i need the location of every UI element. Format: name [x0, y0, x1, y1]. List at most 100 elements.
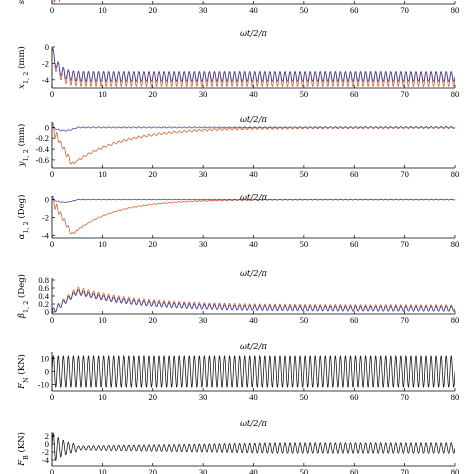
y-tick-label-FB: 0 [45, 439, 49, 449]
x-tick-label-x12: 80 [451, 89, 460, 99]
x-axis-label-b12: ωt/2/π [240, 342, 267, 352]
x-tick-label-y12: 40 [249, 169, 258, 179]
x-tick-label-FN: 70 [400, 392, 409, 402]
y-axis-label-b12: β1, 2 (Deg) [16, 274, 30, 319]
x-tick-label-y12: 60 [350, 169, 359, 179]
y-axis-label-FB: FB (KN) [16, 432, 30, 467]
x-tick-label-x12: 40 [249, 89, 258, 99]
panel-b12: 0 10 20 30 40 50 60 70 80 0.80.60.40.20 ωt/2/π β1, … [16, 274, 459, 352]
x-tick-label-x12: 70 [400, 89, 409, 99]
x-tick-label-b12: 70 [400, 315, 409, 325]
y-tick-label-y12: -0.2 [36, 133, 49, 143]
x-tick-label-a12: 40 [249, 239, 258, 249]
x-axis-label-a12: ωt/2/π [240, 269, 267, 279]
x-tick-label-s: 20 [149, 5, 158, 15]
x-tick-label-x12: 0 [50, 89, 54, 99]
x-tick-label-y12: 30 [199, 169, 208, 179]
x-tick-label-s: 30 [199, 5, 208, 15]
x-tick-label-a12: 10 [98, 239, 107, 249]
x-tick-label-b12: 10 [98, 315, 107, 325]
x-tick-label-s: 70 [400, 5, 409, 15]
y-tick-label-y12: -0.6 [36, 155, 49, 165]
x-tick-label-FN: 20 [149, 392, 158, 402]
series-x12-0 [52, 47, 455, 87]
x-tick-label-x12: 20 [149, 89, 158, 99]
x-tick-label-b12: 50 [300, 315, 309, 325]
series-FB-0 [52, 432, 455, 461]
x-tick-label-b12: 40 [249, 315, 258, 325]
y-tick-label-FN: 10 [41, 354, 50, 364]
y-tick-label-a12: -2 [42, 212, 49, 222]
y-tick-label-FB: 2 [45, 431, 49, 441]
x-axis-label-y12: ωt/2/π [240, 193, 267, 203]
x-tick-label-s: 0 [50, 5, 54, 15]
y-tick-label-a12: -4 [42, 230, 50, 240]
x-tick-label-FB: 30 [199, 467, 208, 474]
series-y12-1 [52, 126, 455, 132]
panel-a12: 0 10 20 30 40 50 60 70 80 0 -2 -4 ωt/2/π α1, 2 (Deg) [16, 195, 459, 279]
y-tick-label-b12: 0.4 [38, 291, 49, 301]
x-tick-label-b12: 20 [149, 315, 158, 325]
y-axis-label-a12: α1, 2 (Deg) [16, 195, 30, 240]
x-tick-label-y12: 80 [451, 169, 460, 179]
x-tick-label-FB: 50 [300, 467, 309, 474]
x-axis-label-x12: ωt/2/π [240, 115, 267, 125]
y-axis-label-s: s [17, 0, 27, 4]
x-tick-label-a12: 0 [50, 239, 54, 249]
x-tick-label-b12: 0 [50, 315, 54, 325]
x-tick-label-FN: 10 [98, 392, 107, 402]
panel-x12: 0 10 20 30 40 50 60 70 80 0 -2 -4 ωt/2/π x1, 2 (mm) [16, 42, 459, 125]
series-FN-0 [52, 355, 455, 388]
x-tick-label-a12: 70 [400, 239, 409, 249]
x-tick-label-FB: 10 [98, 467, 107, 474]
y-tick-label-b12: 0 [45, 307, 49, 317]
x-tick-label-b12: 80 [451, 315, 460, 325]
x-tick-label-x12: 50 [300, 89, 309, 99]
x-tick-label-y12: 20 [149, 169, 158, 179]
x-tick-label-FN: 30 [199, 392, 208, 402]
x-tick-label-a12: 80 [451, 239, 460, 249]
x-tick-label-y12: 50 [300, 169, 309, 179]
series-y12-0 [52, 122, 455, 165]
y-tick-label-x12: -4 [42, 75, 50, 85]
y-tick-label-a12: 0 [45, 195, 49, 205]
y-axis-label-FN: FN (KN) [16, 354, 30, 390]
x-tick-label-FB: 60 [350, 467, 359, 474]
y-tick-label-FB: -4 [42, 455, 50, 465]
series-s-0 [53, 0, 61, 4]
y-axis-label-x12: x1, 2 (mm) [16, 46, 30, 89]
x-tick-label-a12: 50 [300, 239, 309, 249]
x-tick-label-a12: 30 [199, 239, 208, 249]
y-tick-label-b12: 0.8 [38, 275, 49, 285]
panel-y12: 0 10 20 30 40 50 60 70 800-0.2-0.4-0.6ωt/2/πy1, … [16, 122, 459, 203]
x-tick-label-a12: 60 [350, 239, 359, 249]
x-tick-label-s: 50 [300, 5, 309, 15]
x-tick-label-b12: 30 [199, 315, 208, 325]
x-tick-label-FN: 60 [350, 392, 359, 402]
y-tick-label-y12: 0 [45, 122, 49, 132]
x-tick-label-y12: 70 [400, 169, 409, 179]
series-a12-1 [52, 198, 455, 203]
x-tick-label-FN: 80 [451, 392, 460, 402]
x-tick-label-FB: 80 [451, 467, 460, 474]
x-tick-label-y12: 10 [98, 169, 107, 179]
x-tick-label-b12: 60 [350, 315, 359, 325]
series-b12-1 [52, 289, 455, 313]
x-tick-label-FN: 0 [50, 392, 54, 402]
x-tick-label-x12: 60 [350, 89, 359, 99]
y-tick-label-FN: 0 [45, 367, 49, 377]
x-tick-label-s: 10 [98, 5, 107, 15]
panel-s: 0 10 20 30 40 50 60 70 80 ωt/2/π s [17, 0, 459, 39]
x-tick-label-FB: 20 [149, 467, 158, 474]
y-tick-label-x12: -2 [42, 58, 49, 68]
x-axis-label-s: ωt/2/π [240, 29, 267, 39]
x-tick-label-a12: 20 [149, 239, 158, 249]
x-tick-label-FB: 0 [50, 467, 54, 474]
x-axis-label-FN: ωt/2/π [240, 419, 267, 429]
x-tick-label-x12: 30 [199, 89, 208, 99]
series-x12-1 [52, 48, 455, 82]
y-tick-label-FN: -10 [38, 380, 49, 390]
x-tick-label-FB: 70 [400, 467, 409, 474]
